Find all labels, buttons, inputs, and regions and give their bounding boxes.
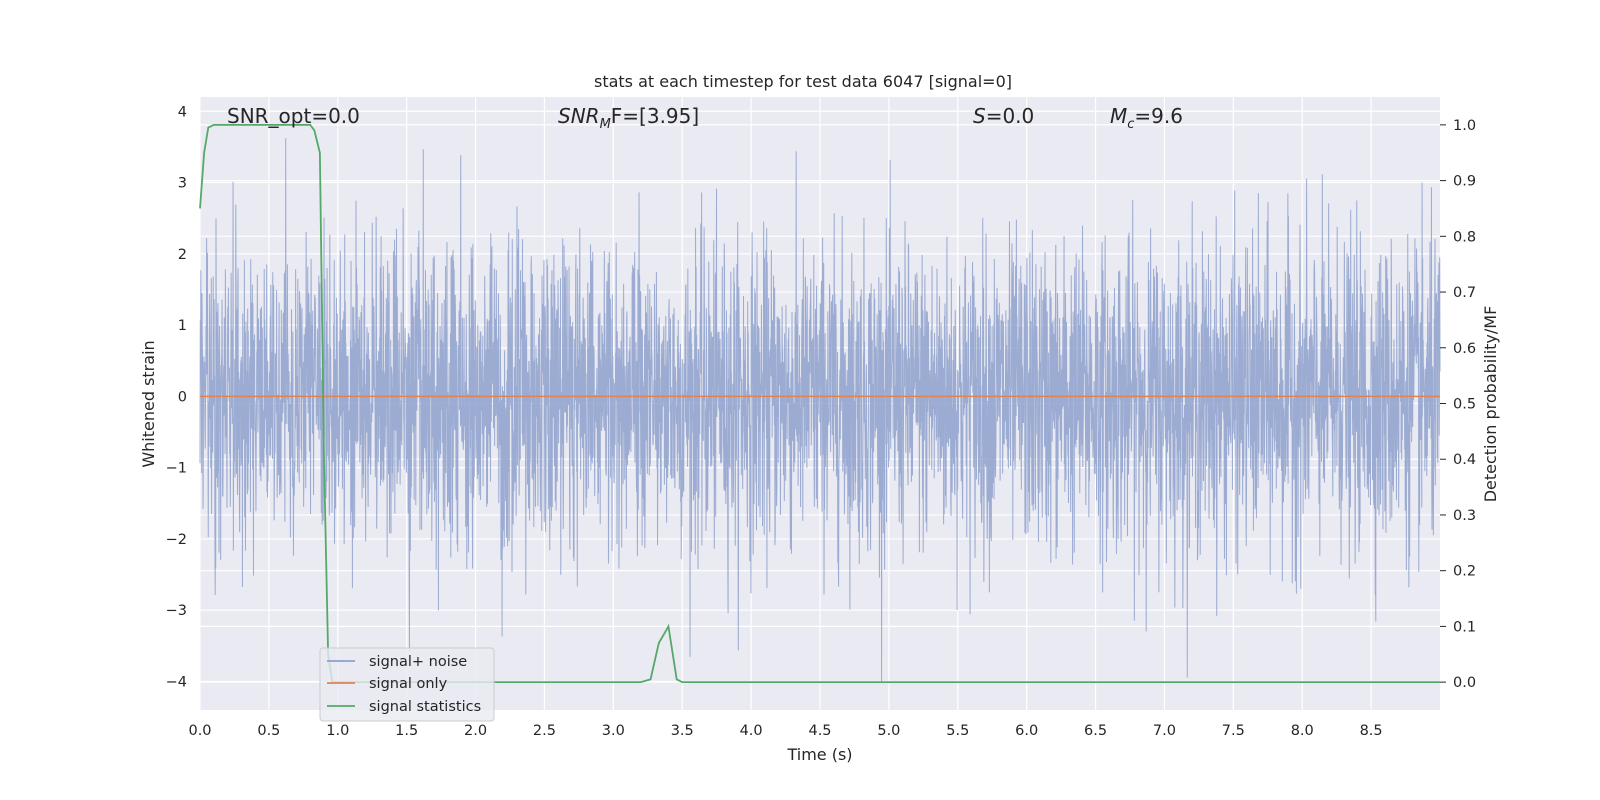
left-y-tick-label: −2 xyxy=(166,532,187,548)
legend-box xyxy=(319,647,495,722)
right-y-tick-label: 1.0 xyxy=(1453,118,1476,134)
right-y-tick-label: 0.0 xyxy=(1453,675,1476,691)
left-y-tick-label: 3 xyxy=(178,176,187,192)
right-y-tick-label: 0.7 xyxy=(1453,285,1476,301)
left-y-axis-title: Whitened strain xyxy=(139,340,158,467)
x-tick-label: 3.0 xyxy=(602,723,625,739)
annotation-snr-opt: SNR_opt=0.0 xyxy=(227,104,360,128)
annotation-snr-mf-rest: F=[3.95] xyxy=(611,104,699,128)
right-y-tick-label: 0.5 xyxy=(1453,397,1476,413)
x-tick-label: 8.5 xyxy=(1360,723,1383,739)
x-tick-label: 4.0 xyxy=(740,723,763,739)
x-tick-label: 0.0 xyxy=(188,723,211,739)
annotation-s-main: S xyxy=(973,104,986,128)
left-y-tick-label: −3 xyxy=(166,603,187,619)
x-tick-label: 1.0 xyxy=(326,723,349,739)
chart-title: stats at each timestep for test data 604… xyxy=(594,72,1012,91)
annotation-mc: Mc=9.6 xyxy=(1110,104,1183,132)
annotation-s: S=0.0 xyxy=(973,104,1034,128)
signal-noise-series xyxy=(199,138,1441,682)
legend-label-signal-statistics: signal statistics xyxy=(369,699,481,715)
x-tick-label: 8.0 xyxy=(1291,723,1314,739)
left-y-tick-label: −1 xyxy=(166,461,187,477)
right-y-tick-label: 0.9 xyxy=(1453,174,1476,190)
annotation-snr-mf-main: SNR xyxy=(558,104,600,128)
annotation-snr-mf-sub: M xyxy=(600,117,611,132)
x-tick-label: 5.5 xyxy=(946,723,969,739)
x-tick-label: 1.5 xyxy=(395,723,418,739)
legend-label-signal-noise: signal+ noise xyxy=(369,654,467,670)
x-tick-label: 3.5 xyxy=(671,723,694,739)
annotation-mc-rest: =9.6 xyxy=(1134,104,1183,128)
left-y-axis-ticks: 4 3 2 1 0 −1 −2 −3 −4 xyxy=(166,104,187,690)
left-y-tick-label: 0 xyxy=(178,389,187,405)
x-tick-label: 4.5 xyxy=(808,723,831,739)
x-axis-ticks: 0.0 0.5 1.0 1.5 2.0 2.5 3.0 3.5 4.0 4.5 5.0 5.5 6.0 6… xyxy=(188,723,1382,739)
annotation-mc-main: M xyxy=(1110,104,1127,128)
left-y-tick-label: −4 xyxy=(166,674,187,690)
legend-label-signal-only: signal only xyxy=(369,676,448,692)
legend: signal+ noise signal only signal statist… xyxy=(319,647,495,722)
left-y-tick-label: 1 xyxy=(178,318,187,334)
x-tick-label: 7.5 xyxy=(1222,723,1245,739)
signal-noise-line xyxy=(199,138,1441,682)
right-y-tick-label: 0.6 xyxy=(1453,341,1476,357)
x-axis-title: Time (s) xyxy=(786,745,852,764)
x-tick-label: 2.0 xyxy=(464,723,487,739)
annotation-s-rest: =0.0 xyxy=(986,104,1035,128)
right-y-tick-label: 0.8 xyxy=(1453,229,1476,245)
x-tick-label: 7.0 xyxy=(1153,723,1176,739)
annotation-mc-sub: c xyxy=(1127,117,1134,132)
right-y-tick-label: 0.3 xyxy=(1453,508,1476,524)
right-y-tick-label: 0.2 xyxy=(1453,564,1476,580)
right-y-axis-ticks: 1.0 0.9 0.8 0.7 0.6 0.5 0.4 0.3 0.2 0.1 0.0 xyxy=(1440,118,1476,691)
x-tick-label: 6.0 xyxy=(1015,723,1038,739)
right-y-tick-label: 0.1 xyxy=(1453,619,1476,635)
left-y-tick-label: 4 xyxy=(178,104,187,120)
x-tick-label: 5.0 xyxy=(877,723,900,739)
x-tick-label: 2.5 xyxy=(533,723,556,739)
right-y-tick-label: 0.4 xyxy=(1453,452,1476,468)
right-y-axis-title: Detection probability/MF xyxy=(1481,306,1500,503)
x-tick-label: 6.5 xyxy=(1084,723,1107,739)
annotation-snr-mf: SNRMF=[3.95] xyxy=(558,104,699,132)
x-tick-label: 0.5 xyxy=(257,723,280,739)
left-y-tick-label: 2 xyxy=(178,247,187,263)
